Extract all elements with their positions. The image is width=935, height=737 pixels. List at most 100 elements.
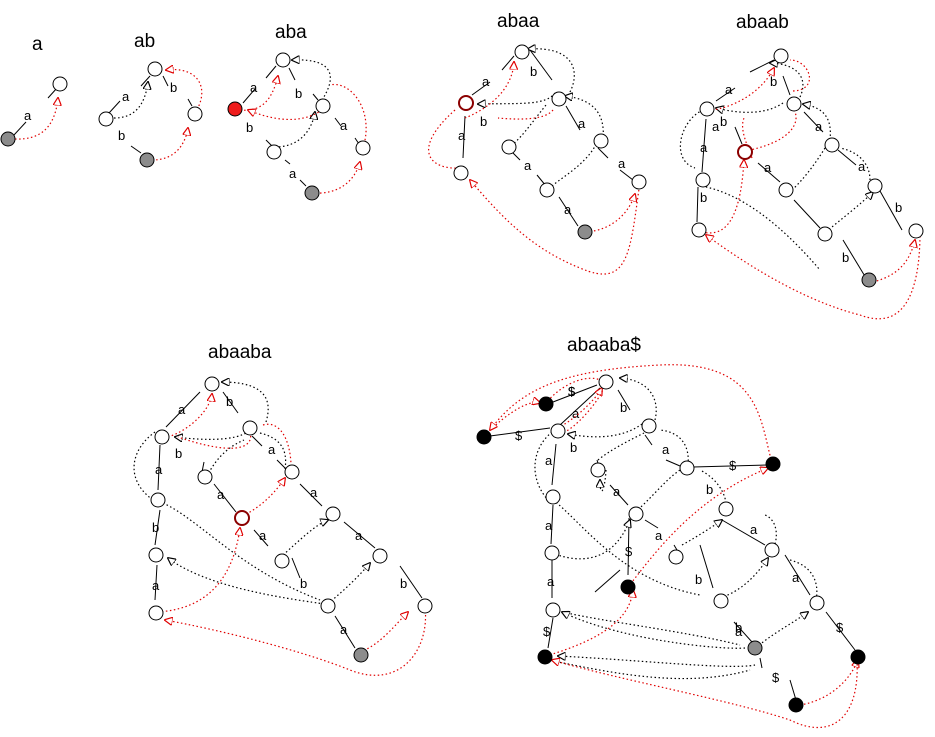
edge-label: a [524,158,532,173]
root-node [147,61,163,77]
internal-node [786,96,802,112]
internal-node [315,98,331,114]
edge-label: b [842,250,849,265]
edge-label: b [895,200,902,215]
active-node [234,510,250,526]
terminal-leaf-node [620,579,636,595]
terminal-leaf-node [850,649,866,665]
internal-node [355,140,371,156]
edge-label: a [24,108,32,123]
internal-node [668,549,684,565]
edge-label: b [480,114,487,129]
edge-label: a [662,442,670,457]
active-node [737,144,753,160]
edge-label: a [482,74,490,89]
panel-title: a [32,34,43,55]
edge-label: b [152,520,159,535]
internal-node [325,506,341,522]
edge-label: b [770,74,777,89]
root-node [204,376,220,392]
edge-label: b [170,80,177,95]
edge-label: $ [772,670,780,685]
internal-node [544,545,560,561]
edge-label: b [530,64,537,79]
internal-node [242,420,258,436]
edge-label: $ [568,384,576,399]
edge-label: a [750,522,758,537]
internal-node [274,553,290,569]
edge-label: b [226,394,233,409]
edge-label: a [655,528,663,543]
edge-label: b [735,620,742,635]
internal-node [148,547,164,563]
edge-label: a [578,116,586,131]
internal-node [372,548,388,564]
internal-node [908,223,924,239]
edge-label: a [564,202,572,217]
edge-label: b [300,576,307,591]
edge-label: a [700,140,708,155]
root-node [598,374,614,390]
internal-node [778,182,794,198]
internal-node [590,462,606,478]
internal-node [867,178,883,194]
internal-node [545,602,561,618]
root-node [773,48,789,64]
internal-node [713,593,729,609]
edge-label: $ [729,458,737,473]
edge-label: a [152,578,160,593]
internal-node [501,139,517,155]
panel-a: a a [0,34,68,147]
leaf-node [139,152,155,168]
internal-node [154,429,170,445]
internal-node [320,598,336,614]
leaf-node [304,185,320,201]
root-node [514,44,530,60]
root-node [52,76,68,92]
internal-node [551,91,567,107]
edge-label: a [268,442,276,457]
internal-node [284,464,300,480]
active-node [458,95,474,111]
internal-node [679,460,695,476]
edge-label: b [175,446,182,461]
edge-label: a [250,80,258,95]
internal-node [641,418,657,434]
edge-label: a [355,528,363,543]
internal-node [699,101,715,117]
internal-node [453,165,469,181]
panel-abaa: abaa a b a b a a a a [428,11,647,275]
edge-label: a [545,453,553,468]
internal-node [631,174,647,190]
internal-node [187,106,203,122]
panel-title: abaaba [208,342,272,363]
edge-label: b [720,114,727,129]
edge-label: b [246,120,253,135]
panel-abaaba: abaaba a b a b a a b a a b a a b a [133,342,433,676]
active-node [227,101,243,117]
edge-label: a [764,160,772,175]
internal-node [148,605,164,621]
internal-node [695,172,711,188]
internal-node [550,423,566,439]
edge-label: $ [568,384,576,399]
edge-label: a [217,487,225,502]
edge-label: b [695,572,702,587]
internal-node [691,222,707,238]
internal-node [628,506,644,522]
leaf-node [577,224,593,240]
edge-label: a [725,82,733,97]
edge-label: b [700,190,707,205]
internal-node [809,595,825,611]
edge-label: a [122,89,130,104]
internal-node [197,469,213,485]
edge-label: b [295,86,302,101]
leaf-node [747,640,763,656]
edge-label: a [547,574,555,589]
edge-label: a [340,622,348,637]
edge-label: b [706,482,713,497]
edge-label: a [572,406,580,421]
edge-label: a [289,166,297,181]
internal-node [764,542,780,558]
